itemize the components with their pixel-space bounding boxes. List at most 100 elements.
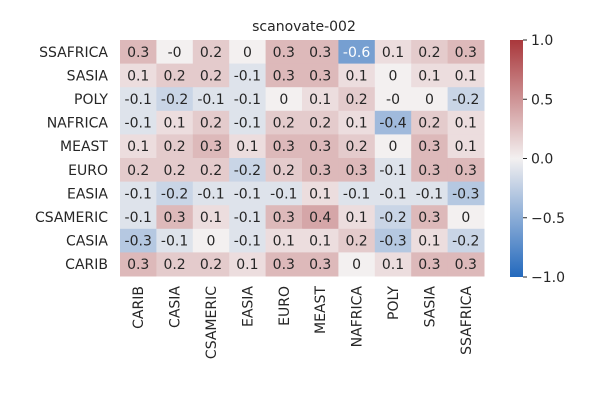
heatmap-cell [338,87,376,112]
cell-value-label: 0 [461,210,470,226]
cell-value-label: 0.1 [127,139,149,155]
cell-value-label: 0.3 [273,45,295,61]
cell-value-label: 0.1 [418,68,440,84]
cell-value-label: -0.2 [234,163,261,179]
heatmap-cell [265,40,303,65]
y-tick-label: EURO [68,163,108,179]
heatmap-cell [374,110,412,135]
cell-value-label: 0.2 [163,139,185,155]
heatmap-cell [447,63,485,88]
heatmap-cell [120,40,157,65]
heatmap-cell [447,158,485,183]
cell-value-label: -0.1 [125,92,152,108]
heatmap-cells [120,40,485,277]
heatmap-cell [447,228,485,253]
heatmap-cell [229,158,267,183]
heatmap-cell [302,181,339,206]
cell-value-label: 0.3 [455,45,477,61]
cell-value-label: 0.3 [273,139,295,155]
heatmap-cell [120,252,157,277]
cell-value-label: -0 [168,45,182,61]
cell-value-label: -0.2 [161,92,188,108]
cell-value-label: 0.3 [418,257,440,273]
cell-value-label: 0.1 [127,68,149,84]
heatmap-cell [447,181,485,206]
cell-value-label: 0.2 [200,163,222,179]
heatmap-cell [302,40,339,65]
x-tick-label: SSAFRICA [459,286,475,355]
heatmap-cell [229,205,267,230]
heatmap-cell [411,87,449,112]
cell-value-label: 0.3 [127,45,149,61]
heatmap-cell [374,87,412,112]
heatmap-cell [156,181,194,206]
y-tick-label: MEAST [60,139,108,155]
heatmap-cell [229,63,267,88]
cell-value-label: 0.2 [200,116,222,132]
cell-value-label: -0 [386,92,400,108]
y-tick-label: SASIA [67,68,109,84]
cell-value-label: -0.1 [379,163,406,179]
heatmap-cell [265,158,303,183]
y-tick-label: SSAFRICA [39,45,108,61]
cell-value-label: 0.3 [273,257,295,273]
heatmap-cell [447,252,485,277]
x-tick-label: NAFRICA [350,286,366,348]
y-tick-label: NAFRICA [47,116,109,132]
x-tick-label: SASIA [422,286,438,328]
cell-value-label: -0.6 [343,45,370,61]
cell-value-label: 0.3 [309,257,331,273]
cell-value-label: -0.2 [379,210,406,226]
heatmap-cell [156,110,194,135]
colorbar-tick-label: 0.0 [531,152,553,168]
cell-value-label: -0.1 [234,116,261,132]
x-tick-label: EURO [277,286,293,326]
cell-value-label: 0.2 [163,68,185,84]
x-tick-label: CARIB [131,286,147,329]
y-tick-label: CARIB [65,257,108,273]
cell-value-label: 0.1 [273,234,295,250]
heatmap-cell [192,134,230,159]
cell-value-label: 0.1 [345,68,367,84]
heatmap-cell [120,87,157,112]
heatmap-cell [302,205,339,230]
heatmap-cell [265,205,303,230]
heatmap-cell [156,63,194,88]
heatmap-cell [302,228,339,253]
y-tick-label: EASIA [67,186,108,202]
heatmap-cell [265,63,303,88]
heatmap-cell [229,181,267,206]
heatmap-cell [265,87,303,112]
cell-value-label: -0.3 [125,234,152,250]
heatmap-cell [447,87,485,112]
colorbar-tick-label: 1.0 [531,33,553,49]
cell-value-label: -0.4 [379,116,406,132]
y-tick-label: CASIA [66,234,108,250]
cell-value-label: 0.1 [163,116,185,132]
cell-value-label: 0 [243,45,252,61]
heatmap-cell [411,252,449,277]
heatmap-cell [374,63,412,88]
x-tick-label: CSAMERIC [204,286,220,359]
cell-value-label: -0.1 [234,186,261,202]
cell-value-label: 0.2 [163,163,185,179]
cell-value-label: 0.2 [200,68,222,84]
heatmap-cell [374,40,412,65]
heatmap-cell [411,181,449,206]
cell-value-label: 0.3 [418,210,440,226]
colorbar-tick-label: −1.0 [531,270,565,286]
cell-value-label: -0.1 [197,186,224,202]
colorbar-gradient [510,40,523,277]
cell-value-label: 0.3 [418,139,440,155]
cell-value-label: 0.2 [345,92,367,108]
cell-value-label: 0.2 [418,45,440,61]
cell-value-label: 0.3 [455,163,477,179]
heatmap-cell [229,134,267,159]
x-tick-label: EASIA [240,286,256,327]
heatmap-cell [156,252,194,277]
heatmap-cell [120,110,157,135]
heatmap-cell [374,228,412,253]
heatmap-cell [156,158,194,183]
heatmap-cell [338,110,376,135]
x-axis-tick-labels: CARIB CASIA CSAMERIC EASIA EURO MEAST NAFRICA P… [131,286,475,359]
